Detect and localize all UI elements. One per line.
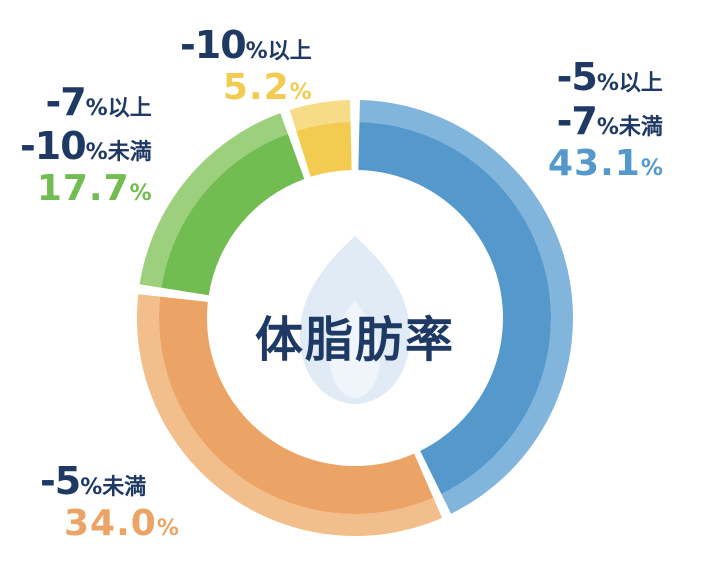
slice-label-line1-unit: %以上	[245, 39, 312, 64]
slice-inner-band	[161, 133, 305, 296]
percent-symbol: %	[129, 181, 152, 206]
slice-label-line1-number: -10	[180, 23, 247, 67]
slice-0	[358, 100, 573, 514]
slice-value: 43.1	[548, 143, 641, 184]
slice-inner-band	[159, 296, 434, 514]
slice-label-line2-unit: %未満	[596, 115, 663, 140]
slice-label-line1-number: -7	[45, 80, 86, 124]
slice-label-yellow: -10%以上 5.2%	[180, 26, 312, 106]
slice-label-line1-unit: %以上	[596, 71, 663, 96]
slice-2	[139, 113, 305, 296]
percent-symbol: %	[156, 516, 179, 541]
slice-label-line2-number: -10	[20, 124, 87, 168]
slice-label-line2-unit: %未満	[85, 140, 152, 165]
slice-label-green: -7%以上 -10%未満 17.7%	[20, 83, 152, 207]
slice-label-line1-number: -5	[40, 459, 81, 503]
slice-label-line1-unit: %未満	[80, 475, 147, 500]
slice-inner-band	[358, 122, 551, 494]
chart-title: 体脂肪率	[254, 312, 456, 368]
slice-label-line2-number: -7	[556, 99, 598, 143]
slice-label-line1-unit: %以上	[85, 96, 152, 121]
percent-symbol: %	[640, 156, 663, 181]
slice-3	[289, 100, 352, 177]
slice-label-blue: -5%以上 -7%未満 43.1%	[548, 58, 663, 182]
slice-outer-band	[289, 100, 351, 131]
flame-icon	[299, 236, 411, 404]
slice-1	[136, 294, 443, 536]
slice-outer-band	[139, 113, 288, 288]
slice-label-orange: -5%未満 34.0%	[40, 462, 179, 542]
slice-inner-band	[296, 122, 352, 177]
slice-outer-band	[359, 100, 573, 514]
slice-label-line1-number: -5	[556, 55, 598, 99]
slice-value: 17.7	[36, 168, 130, 209]
percent-symbol: %	[289, 80, 312, 105]
slice-value: 34.0	[64, 503, 157, 544]
slice-value: 5.2	[222, 67, 290, 108]
slice-outer-band	[136, 294, 443, 536]
